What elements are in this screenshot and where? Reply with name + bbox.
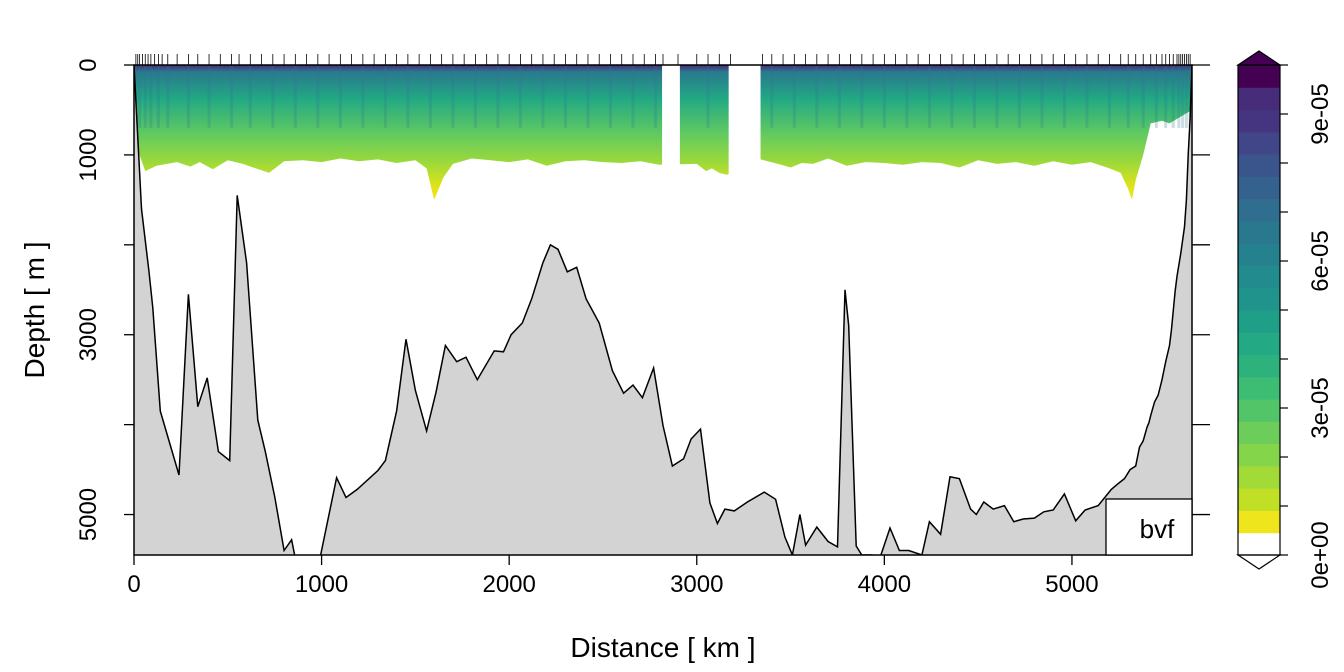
colorbar-label: 6e-05 — [1307, 230, 1334, 291]
colorbar-swatch — [1238, 198, 1280, 222]
x-tick-label: 1000 — [295, 571, 348, 598]
colorbar-swatch — [1238, 310, 1280, 333]
data-gap — [728, 65, 761, 182]
colorbar-swatch — [1238, 465, 1280, 489]
colorbar-swatch — [1238, 154, 1280, 177]
x-tick-label: 3000 — [670, 571, 723, 598]
x-tick-label: 5000 — [1045, 571, 1098, 598]
y-tick-label: 3000 — [75, 308, 102, 361]
colorbar-swatch — [1238, 421, 1280, 445]
bottom-line — [134, 65, 1192, 555]
bottom-topography — [134, 65, 1192, 555]
colorbar-swatch — [1238, 176, 1280, 200]
colorbar-swatch — [1238, 109, 1280, 133]
x-axis: 0 1000 2000 3000 4000 5000 — [127, 555, 1099, 598]
colorbar-swatch — [1238, 488, 1280, 511]
x-tick-label: 4000 — [858, 571, 911, 598]
right-axis-ticks — [1192, 64, 1210, 516]
legend-box: bvf — [1105, 498, 1193, 556]
data-gaps — [662, 65, 761, 182]
x-tick-label: 2000 — [482, 571, 535, 598]
colorbar-label: 9e-05 — [1307, 83, 1334, 144]
colorbar-swatch — [1238, 287, 1280, 311]
colorbar-top-arrow — [1236, 50, 1282, 66]
station-ticks — [135, 54, 1191, 65]
colorbar-bottom-arrow — [1236, 554, 1282, 570]
y-tick-label: 5000 — [75, 488, 102, 541]
colorbar-swatch — [1238, 131, 1280, 155]
colorbar-swatch — [1238, 376, 1280, 400]
y-tick-label: 1000 — [75, 128, 102, 181]
colorbar-swatch — [1238, 354, 1280, 378]
colorbar-swatch — [1238, 87, 1280, 111]
colorbar-label: 0e+00 — [1307, 521, 1334, 588]
colorbar: 0e+00 3e-05 6e-05 9e-05 — [1236, 50, 1334, 589]
data-gap — [662, 65, 680, 182]
x-axis-title: Distance [ km ] — [570, 632, 755, 663]
colorbar-swatch — [1238, 332, 1280, 356]
colorbar-swatch — [1238, 443, 1280, 467]
y-tick-label: 0 — [75, 58, 102, 71]
colorbar-swatch — [1238, 220, 1280, 244]
colorbar-swatch — [1238, 243, 1280, 266]
bottom-fill — [134, 65, 1192, 555]
y-axis-title: Depth [ m ] — [19, 242, 50, 379]
y-axis: 0 1000 3000 5000 — [75, 58, 134, 541]
x-tick-label: 0 — [127, 571, 140, 598]
colorbar-swatch — [1238, 399, 1280, 422]
colorbar-swatch — [1238, 532, 1280, 556]
colorbar-swatch — [1238, 510, 1280, 534]
colorbar-swatch — [1238, 265, 1280, 289]
legend-label: bvf — [1140, 514, 1175, 544]
colorbar-swatch — [1238, 65, 1280, 88]
colorbar-label: 3e-05 — [1307, 377, 1334, 438]
